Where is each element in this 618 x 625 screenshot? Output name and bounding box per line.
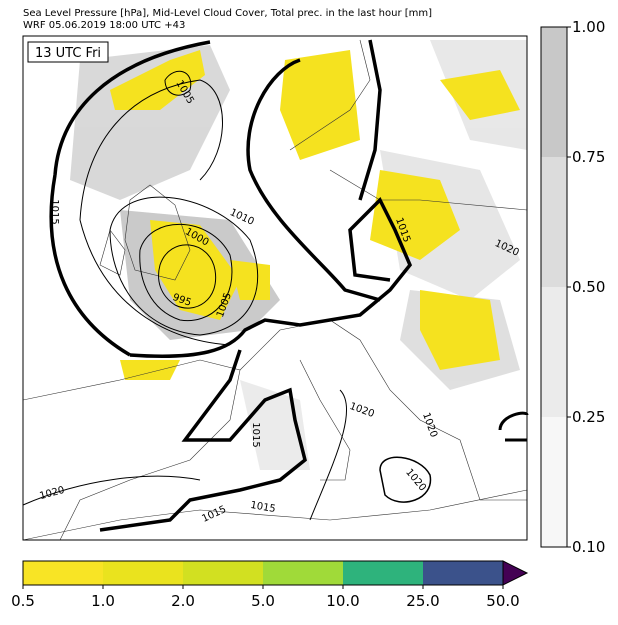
colorbar-tick-label: 0.75 [572, 148, 605, 166]
colorbar-segment [103, 561, 183, 585]
title: Sea Level Pressure [hPa], Mid-Level Clou… [23, 8, 432, 19]
colorbar-tick-label: 1.00 [572, 18, 605, 36]
colorbar-segment [343, 561, 423, 585]
isobars [22, 39, 529, 532]
colorbar-tick-label: 0.10 [572, 538, 605, 556]
colorbar-extension [502, 560, 529, 586]
colorbar-tick-label: 10.0 [326, 592, 359, 610]
colorbar-tick-label: 0.5 [11, 592, 35, 610]
coastlines [22, 39, 528, 541]
isobar-label: 1015 [49, 199, 60, 224]
colorbar-segment [23, 561, 103, 585]
precipitation [110, 50, 520, 380]
colorbar-segment [183, 561, 263, 585]
precip-colorbar: 0.5 1.0 2.0 5.0 10.0 25.0 50.0 [11, 560, 529, 610]
colorbar-tick-label: 0.50 [572, 278, 605, 296]
colorbar-segment [541, 157, 567, 287]
colorbar-tick-label: 50.0 [486, 592, 519, 610]
isobar-label: 1015 [249, 500, 276, 515]
colorbar-segment [541, 27, 567, 157]
colorbar-tick-label: 0.25 [572, 408, 605, 426]
colorbar-segment [263, 561, 343, 585]
colorbar-tick-label: 5.0 [251, 592, 275, 610]
colorbar-tick-label: 2.0 [171, 592, 195, 610]
colorbar-segment [423, 561, 503, 585]
cloud-colorbar: 0.10 0.25 0.50 0.75 1.00 [540, 18, 605, 556]
isobar-label: 1015 [250, 422, 261, 447]
colorbar-segment [541, 417, 567, 547]
time-label: 13 UTC Fri [35, 46, 101, 61]
colorbar-tick-label: 25.0 [406, 592, 439, 610]
colorbar-tick-label: 1.0 [91, 592, 115, 610]
colorbar-segment [541, 287, 567, 417]
map-frame [22, 35, 528, 541]
subtitle: WRF 05.06.2019 18:00 UTC +43 [23, 20, 185, 31]
time-label-box [27, 41, 109, 63]
